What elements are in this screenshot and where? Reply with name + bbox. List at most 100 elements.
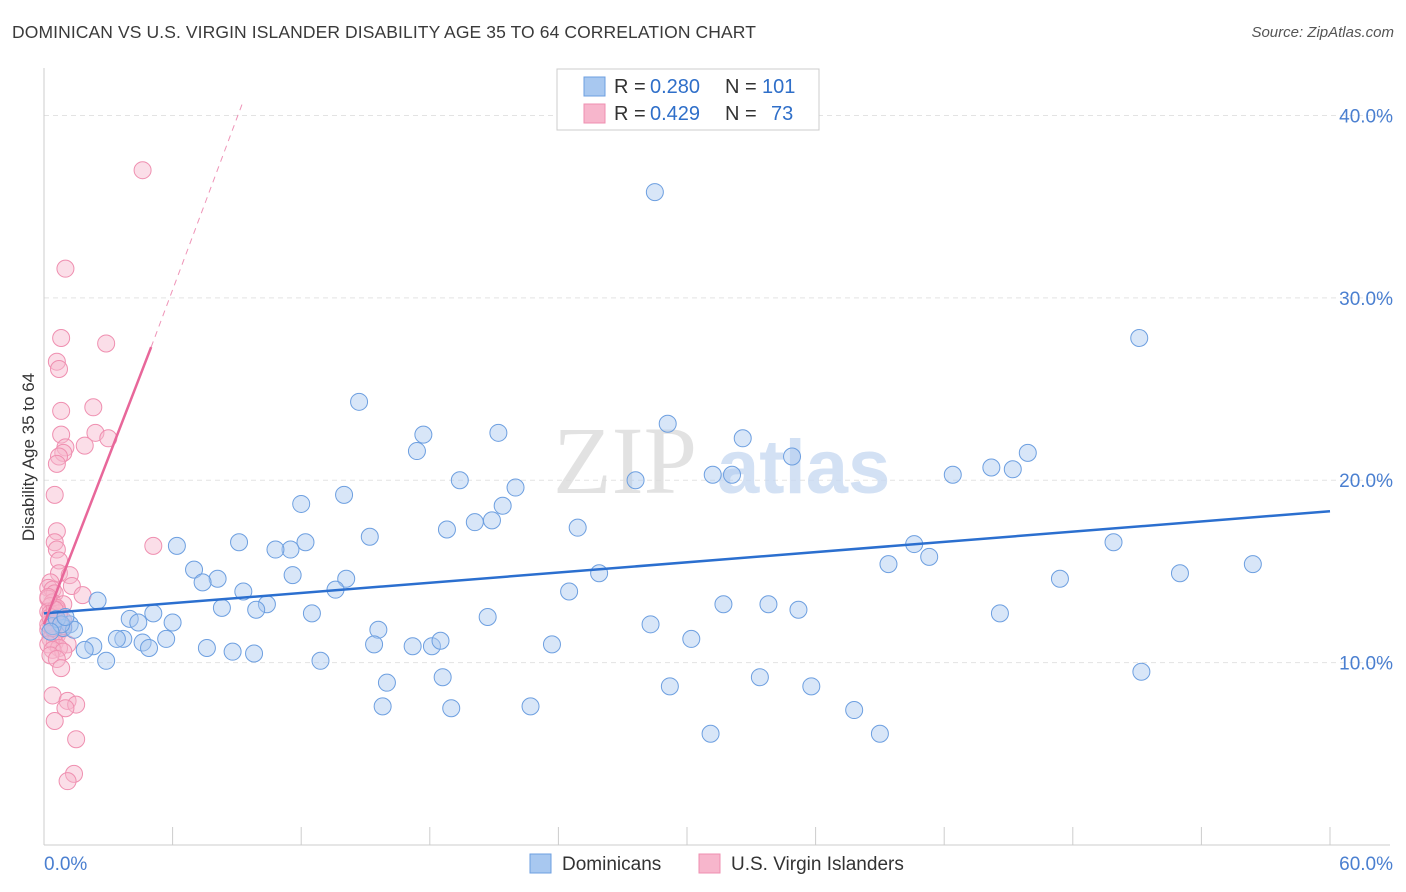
dominican-point bbox=[660, 677, 679, 696]
chart-title: DOMINICAN VS U.S. VIRGIN ISLANDER DISABI… bbox=[12, 22, 756, 42]
dominican-point bbox=[682, 629, 701, 648]
virgin-islander-point bbox=[65, 764, 84, 783]
dominican-point bbox=[658, 414, 677, 433]
virgin-islander-point bbox=[45, 485, 64, 504]
dominican-point bbox=[1050, 569, 1069, 588]
virgin-islander-point bbox=[50, 359, 69, 378]
legend-n-value-1: 101 bbox=[762, 76, 795, 98]
dominican-point bbox=[144, 604, 163, 623]
bottom-legend: Dominicans U.S. Virgin Islanders bbox=[529, 853, 904, 875]
dominican-point bbox=[431, 631, 450, 650]
dominican-point bbox=[478, 608, 497, 627]
bottom-legend-virgin-islanders: U.S. Virgin Islanders bbox=[731, 854, 904, 875]
dominican-point bbox=[281, 540, 300, 559]
dominican-point bbox=[845, 701, 864, 720]
dominican-point bbox=[212, 598, 231, 617]
virgin-islander-point bbox=[47, 649, 66, 668]
virgin-islander-point bbox=[52, 659, 71, 678]
dominican-point bbox=[990, 604, 1009, 623]
dominican-point bbox=[982, 458, 1001, 477]
dominican-point bbox=[75, 640, 94, 659]
dominican-point bbox=[701, 724, 720, 743]
y-tick-label-20: 20.0% bbox=[1339, 471, 1393, 492]
dominican-point bbox=[870, 724, 889, 743]
dominican-point bbox=[759, 595, 778, 614]
virgin-islander-point bbox=[56, 259, 75, 278]
virgin-islander-point bbox=[52, 401, 71, 420]
source-label: Source: ZipAtlas.com bbox=[1251, 24, 1394, 41]
dominican-point bbox=[733, 429, 752, 448]
dominican-point bbox=[645, 183, 664, 202]
dominican-point bbox=[107, 629, 126, 648]
virgin-islander-point bbox=[45, 711, 64, 730]
legend-swatch-pink bbox=[583, 103, 606, 124]
dominicans-trend-line bbox=[43, 509, 1331, 615]
legend-r-value-1: 0.280 bbox=[650, 76, 700, 98]
legend-n-label-1: N = bbox=[725, 76, 757, 98]
dominican-point bbox=[114, 629, 133, 648]
virgin-islander-point bbox=[97, 334, 116, 353]
dominican-point bbox=[590, 564, 609, 583]
virgin-islander-point bbox=[43, 686, 62, 705]
virgin-islander-point bbox=[67, 730, 86, 749]
virgin-islander-point bbox=[67, 695, 86, 714]
dominican-point bbox=[482, 511, 501, 530]
dominican-point bbox=[626, 471, 645, 490]
virgin-islander-point bbox=[45, 533, 64, 552]
dominican-point bbox=[163, 613, 182, 632]
legend-n-label-2: N = bbox=[725, 103, 757, 125]
dominican-point bbox=[234, 582, 253, 601]
dominican-point bbox=[521, 697, 540, 716]
dominican-point bbox=[433, 668, 452, 687]
trend-lines bbox=[42, 100, 1331, 625]
dominican-point bbox=[802, 677, 821, 696]
virgin-islander-point bbox=[52, 328, 71, 347]
virgin-islanders-trend-line bbox=[42, 346, 153, 625]
legend-r-label-2: R = bbox=[614, 103, 646, 125]
dominican-point bbox=[230, 533, 249, 552]
bottom-legend-swatch-blue bbox=[529, 853, 552, 874]
x-tick-label-0: 0.0% bbox=[44, 854, 87, 875]
dominican-point bbox=[193, 573, 212, 592]
virgin-islander-point bbox=[84, 398, 103, 417]
dominican-point bbox=[1104, 533, 1123, 552]
dominican-point bbox=[1130, 328, 1149, 347]
dominican-point bbox=[560, 582, 579, 601]
dominican-point bbox=[373, 697, 392, 716]
dominican-point bbox=[197, 639, 216, 658]
bottom-legend-swatch-pink bbox=[698, 853, 721, 874]
dominican-point bbox=[506, 478, 525, 497]
dominican-point bbox=[714, 595, 733, 614]
dominican-point bbox=[369, 620, 388, 639]
dominican-point bbox=[360, 527, 379, 546]
dominican-point bbox=[489, 423, 508, 442]
x-tick-label-60: 60.0% bbox=[1339, 854, 1393, 875]
dominican-point bbox=[335, 485, 354, 504]
dominican-point bbox=[703, 465, 722, 484]
virgin-islander-point bbox=[47, 454, 66, 473]
dominican-point bbox=[157, 629, 176, 648]
dominican-point bbox=[311, 651, 330, 670]
virgin-islander-point bbox=[144, 536, 163, 555]
dominican-point bbox=[920, 547, 939, 566]
virgin-islander-point bbox=[50, 447, 69, 466]
dominican-point bbox=[296, 533, 315, 552]
dominican-point bbox=[120, 609, 139, 628]
watermark-atlas: atlas bbox=[717, 425, 890, 510]
y-tick-label-10: 10.0% bbox=[1339, 654, 1393, 675]
dominican-point bbox=[97, 651, 116, 670]
dominican-point bbox=[84, 637, 103, 656]
dominican-point bbox=[493, 496, 512, 515]
dominican-point bbox=[542, 635, 561, 654]
bottom-legend-dominicans: Dominicans bbox=[562, 854, 661, 875]
virgin-islander-point bbox=[73, 586, 92, 605]
virgin-islander-point bbox=[47, 522, 66, 541]
dominican-point bbox=[783, 447, 802, 466]
virgin-islander-point bbox=[47, 352, 66, 371]
legend-swatch-blue bbox=[583, 76, 606, 97]
dominican-point bbox=[337, 569, 356, 588]
dominican-point bbox=[292, 494, 311, 513]
dominican-point bbox=[302, 604, 321, 623]
virgin-islanders-trend-extension bbox=[150, 100, 244, 348]
dominican-point bbox=[140, 639, 159, 658]
